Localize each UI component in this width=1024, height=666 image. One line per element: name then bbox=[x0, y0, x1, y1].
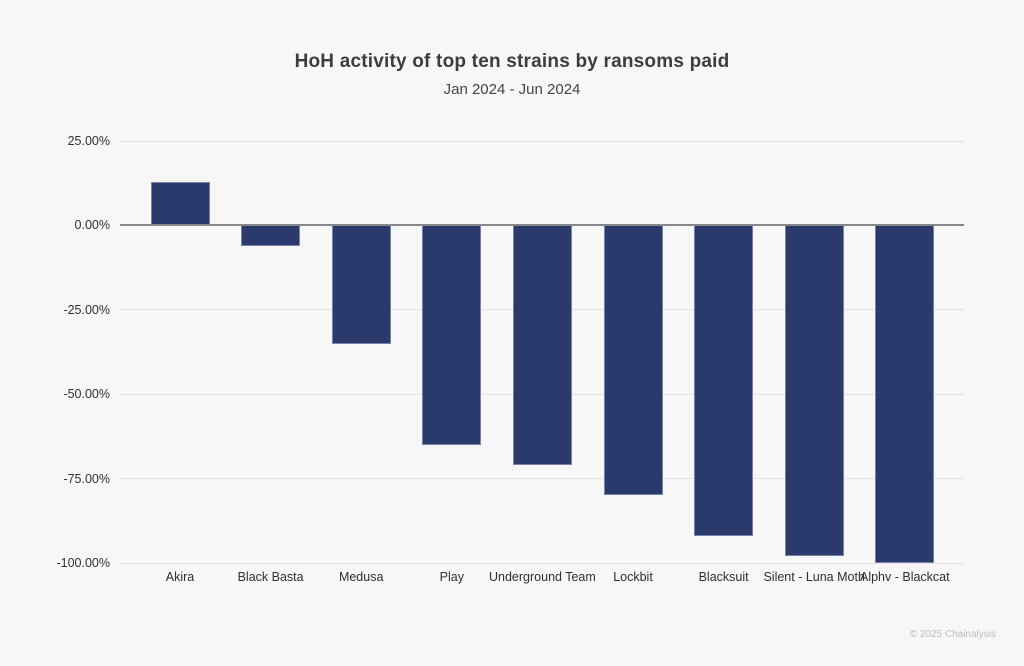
gridline bbox=[120, 478, 964, 480]
bar bbox=[875, 225, 935, 563]
x-tick-label: Akira bbox=[165, 570, 195, 584]
x-tick-label: Medusa bbox=[338, 570, 384, 584]
bar bbox=[150, 181, 210, 226]
y-tick-label: 25.00% bbox=[67, 134, 110, 148]
bar bbox=[603, 225, 663, 496]
bar bbox=[784, 225, 844, 557]
x-tick-label: Underground Team bbox=[489, 570, 596, 584]
x-tick-label: Blacksuit bbox=[698, 570, 749, 584]
y-tick-label: -75.00% bbox=[63, 471, 110, 486]
gridline bbox=[120, 562, 964, 564]
gridline bbox=[120, 140, 964, 142]
bar bbox=[694, 225, 754, 536]
zero-axis-line bbox=[120, 224, 964, 227]
bar bbox=[241, 225, 301, 246]
x-tick-label: Black Basta bbox=[237, 570, 304, 584]
chart-title: HoH activity of top ten strains by ranso… bbox=[294, 51, 730, 72]
x-tick-label: Play bbox=[439, 570, 464, 584]
x-tick-label: Lockbit bbox=[613, 570, 653, 584]
bar bbox=[512, 225, 572, 466]
bar bbox=[422, 225, 482, 445]
bar bbox=[331, 225, 391, 344]
y-tick-label: -25.00% bbox=[63, 302, 110, 317]
x-tick-label: Alphv - Blackcat bbox=[859, 570, 950, 584]
chart-subtitle: Jan 2024 - Jun 2024 bbox=[443, 81, 581, 98]
bar-chart-plot-area: 25.00% 0.00% -25.00% -50.00% -75.00% -100.00%… bbox=[56, 134, 964, 584]
y-tick-label: -50.00% bbox=[63, 387, 110, 402]
x-tick-label: Silent - Luna Moth bbox=[763, 570, 865, 584]
y-tick-label: -100.00% bbox=[56, 556, 110, 570]
copyright-footer: © 2025 Chainalysis bbox=[909, 629, 996, 640]
y-tick-label: 0.00% bbox=[74, 218, 110, 233]
